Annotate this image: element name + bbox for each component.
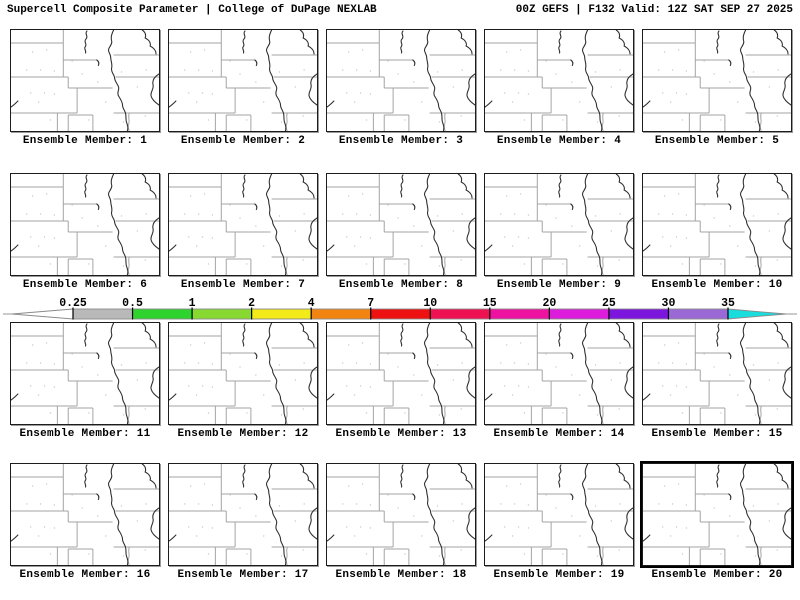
ensemble-member-label: Ensemble Member: 15: [651, 428, 783, 440]
colorbar-tick-label: 0.25: [59, 297, 87, 310]
ensemble-panel-2[interactable]: Ensemble Member: 2: [168, 29, 318, 147]
colorbar-segment-8: [489, 309, 550, 319]
colorbar-tick-label: 35: [721, 297, 735, 310]
colorbar-segment-7: [430, 309, 490, 319]
colorbar-segment-2: [132, 309, 193, 319]
colorbar-segment-4: [251, 309, 312, 319]
ensemble-member-label: Ensemble Member: 17: [177, 569, 309, 581]
ensemble-map: [10, 29, 160, 132]
colorbar-segment-9: [549, 309, 609, 319]
ensemble-map: [484, 322, 634, 425]
ensemble-panel-5[interactable]: Ensemble Member: 5: [642, 29, 792, 147]
colorbar-below-min-arrow: [11, 308, 74, 320]
ensemble-map: [326, 463, 476, 566]
colorbar-segment-6: [370, 309, 431, 319]
ensemble-panel-7[interactable]: Ensemble Member: 7: [168, 173, 318, 291]
ensemble-member-label: Ensemble Member: 9: [496, 279, 622, 291]
panel-row-4: Ensemble Member: 16 Ensemble Member: 17 …: [10, 463, 792, 581]
ensemble-map: [484, 29, 634, 132]
ensemble-map: [168, 322, 318, 425]
ensemble-map: [484, 173, 634, 276]
colorbar-tick-label: 1: [189, 297, 196, 310]
ensemble-member-label: Ensemble Member: 13: [335, 428, 467, 440]
ensemble-panel-11[interactable]: Ensemble Member: 11: [10, 322, 160, 440]
ensemble-panel-8[interactable]: Ensemble Member: 8: [326, 173, 476, 291]
colorbar-segment-11: [668, 309, 728, 319]
model-run-valid-time: 00Z GEFS | F132 Valid: 12Z SAT SEP 27 20…: [515, 4, 793, 16]
ensemble-member-label: Ensemble Member: 14: [493, 428, 625, 440]
ensemble-panel-20[interactable]: Ensemble Member: 20: [642, 463, 792, 581]
ensemble-panel-4[interactable]: Ensemble Member: 4: [484, 29, 634, 147]
ensemble-panel-13[interactable]: Ensemble Member: 13: [326, 322, 476, 440]
ensemble-member-label: Ensemble Member: 19: [493, 569, 625, 581]
product-title: Supercell Composite Parameter | College …: [7, 4, 377, 16]
ensemble-panel-10[interactable]: Ensemble Member: 10: [642, 173, 792, 291]
ensemble-map: [642, 463, 792, 566]
ensemble-map: [326, 173, 476, 276]
ensemble-map: [642, 29, 792, 132]
ensemble-member-label: Ensemble Member: 5: [654, 135, 780, 147]
colorbar-tick-label: 7: [367, 297, 374, 310]
colorbar-tick-label: 4: [308, 297, 315, 310]
panel-row-1: Ensemble Member: 1 Ensemble Member: 2 En…: [10, 29, 792, 147]
ensemble-member-label: Ensemble Member: 2: [180, 135, 306, 147]
ensemble-member-label: Ensemble Member: 18: [335, 569, 467, 581]
ensemble-member-label: Ensemble Member: 11: [19, 428, 151, 440]
ensemble-member-label: Ensemble Member: 6: [22, 279, 148, 291]
colorbar-segment-3: [192, 309, 252, 319]
colorbar-tick-label: 2: [248, 297, 255, 310]
ensemble-map: [484, 463, 634, 566]
colorbar-tick-label: 25: [602, 297, 616, 310]
ensemble-panel-6[interactable]: Ensemble Member: 6: [10, 173, 160, 291]
ensemble-member-label: Ensemble Member: 8: [338, 279, 464, 291]
colorbar-segment-1: [73, 309, 133, 319]
ensemble-member-label: Ensemble Member: 12: [177, 428, 309, 440]
ensemble-member-label: Ensemble Member: 1: [22, 135, 148, 147]
ensemble-member-label: Ensemble Member: 3: [338, 135, 464, 147]
colorbar-segment-5: [311, 309, 371, 319]
ensemble-map: [168, 173, 318, 276]
colorbar-segment-10: [608, 309, 669, 319]
colorbar-above-max-arrow: [727, 308, 787, 320]
colorbar-tick-label: 0.5: [122, 297, 143, 310]
ensemble-panel-16[interactable]: Ensemble Member: 16: [10, 463, 160, 581]
panel-row-2: Ensemble Member: 6 Ensemble Member: 7 En…: [10, 173, 792, 291]
ensemble-map: [168, 29, 318, 132]
ensemble-map: [168, 463, 318, 566]
ensemble-map: [10, 173, 160, 276]
ensemble-map: [10, 463, 160, 566]
ensemble-panel-9[interactable]: Ensemble Member: 9: [484, 173, 634, 291]
ensemble-panel-12[interactable]: Ensemble Member: 12: [168, 322, 318, 440]
colorbar-tick-label: 15: [483, 297, 497, 310]
ensemble-panel-19[interactable]: Ensemble Member: 19: [484, 463, 634, 581]
panel-row-3: Ensemble Member: 11 Ensemble Member: 12 …: [10, 322, 792, 440]
ensemble-panel-1[interactable]: Ensemble Member: 1: [10, 29, 160, 147]
ensemble-panel-17[interactable]: Ensemble Member: 17: [168, 463, 318, 581]
ensemble-member-label: Ensemble Member: 4: [496, 135, 622, 147]
colorbar-tick-label: 10: [423, 297, 437, 310]
colorbar-tick-label: 30: [662, 297, 676, 310]
ensemble-map: [326, 29, 476, 132]
colorbar-tick-label: 20: [542, 297, 556, 310]
ensemble-map: [642, 322, 792, 425]
ensemble-panel-18[interactable]: Ensemble Member: 18: [326, 463, 476, 581]
ensemble-panel-15[interactable]: Ensemble Member: 15: [642, 322, 792, 440]
scp-colorbar: 0.25 0.5 1 2 4 7 10 15 20 25 30 35: [3, 297, 797, 320]
ensemble-map: [642, 173, 792, 276]
ensemble-panel-14[interactable]: Ensemble Member: 14: [484, 322, 634, 440]
ensemble-member-label: Ensemble Member: 16: [19, 569, 151, 581]
ensemble-member-label: Ensemble Member: 7: [180, 279, 306, 291]
ensemble-panel-3[interactable]: Ensemble Member: 3: [326, 29, 476, 147]
ensemble-map: [326, 322, 476, 425]
ensemble-member-label: Ensemble Member: 20: [651, 569, 783, 581]
ensemble-member-label: Ensemble Member: 10: [651, 279, 783, 291]
ensemble-map: [10, 322, 160, 425]
